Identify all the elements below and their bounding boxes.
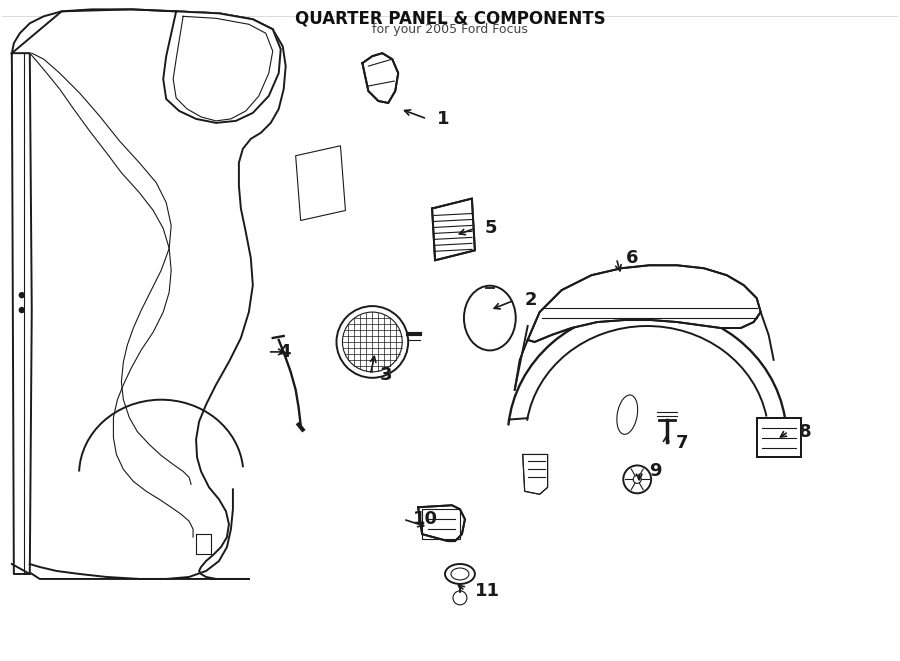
Polygon shape bbox=[757, 418, 800, 457]
Polygon shape bbox=[418, 505, 465, 541]
Text: 3: 3 bbox=[381, 366, 392, 384]
Circle shape bbox=[19, 293, 24, 297]
Circle shape bbox=[624, 465, 652, 493]
Text: for your 2005 Ford Focus: for your 2005 Ford Focus bbox=[372, 23, 528, 36]
Text: 1: 1 bbox=[437, 110, 450, 128]
Circle shape bbox=[634, 475, 641, 483]
Polygon shape bbox=[527, 265, 760, 342]
Text: 7: 7 bbox=[676, 434, 688, 451]
Text: 8: 8 bbox=[798, 422, 811, 441]
Text: 9: 9 bbox=[649, 463, 662, 481]
Polygon shape bbox=[523, 455, 547, 494]
Circle shape bbox=[343, 312, 402, 372]
Text: 4: 4 bbox=[278, 343, 290, 361]
Text: 6: 6 bbox=[626, 249, 639, 267]
Text: 5: 5 bbox=[485, 219, 498, 237]
Polygon shape bbox=[163, 11, 281, 123]
Polygon shape bbox=[12, 9, 285, 579]
Text: 10: 10 bbox=[413, 510, 438, 528]
Ellipse shape bbox=[445, 564, 475, 584]
Polygon shape bbox=[363, 53, 398, 103]
Polygon shape bbox=[432, 198, 475, 260]
Ellipse shape bbox=[464, 286, 516, 350]
Circle shape bbox=[337, 306, 409, 378]
Circle shape bbox=[453, 591, 467, 605]
Polygon shape bbox=[296, 146, 346, 221]
Polygon shape bbox=[12, 53, 32, 574]
Text: 11: 11 bbox=[475, 582, 500, 600]
Text: QUARTER PANEL & COMPONENTS: QUARTER PANEL & COMPONENTS bbox=[294, 9, 606, 27]
Text: 2: 2 bbox=[525, 291, 537, 309]
Circle shape bbox=[19, 307, 24, 313]
